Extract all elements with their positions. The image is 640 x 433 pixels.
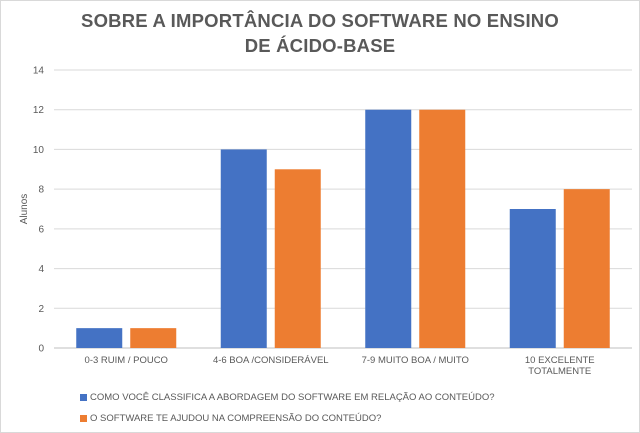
bar-series-2-2 (274, 169, 321, 348)
bar-series-1-3 (365, 109, 412, 348)
bar-series-2-1 (130, 328, 177, 348)
legend-swatch-series-1 (80, 394, 87, 401)
x-tick-label: 4-6 BOA /CONSIDERÁVEL (213, 355, 329, 366)
y-tick-label: 8 (38, 185, 44, 196)
chart-title-line-2: DE ÁCIDO-BASE (244, 35, 396, 56)
legend-item-series-1: COMO VOCÊ CLASSIFICA A ABORDAGEM DO SOFT… (80, 387, 495, 408)
y-axis-title: Alunos (19, 194, 30, 225)
chart-title-line-1: SOBRE A IMPORTÂNCIA DO SOFTWARE NO ENSIN… (81, 10, 559, 31)
y-tick-label: 4 (38, 264, 44, 275)
bar-series-2-4 (563, 189, 610, 348)
legend-label-series-1: COMO VOCÊ CLASSIFICA A ABORDAGEM DO SOFT… (90, 392, 495, 403)
legend-swatch-series-2 (80, 415, 87, 422)
x-tick-label: 10 EXCELENTE (525, 355, 595, 366)
legend-label-series-2: O SOFTWARE TE AJUDOU NA COMPREENSÃO DO C… (90, 413, 382, 424)
bar-series-2-3 (419, 109, 466, 348)
bar-series-1-2 (220, 149, 267, 348)
bar-series-1-1 (76, 328, 123, 348)
y-tick-label: 6 (38, 224, 44, 235)
bar-series-1-4 (509, 209, 556, 348)
chart-title: SOBRE A IMPORTÂNCIA DO SOFTWARE NO ENSIN… (40, 8, 600, 58)
y-tick-label: 14 (33, 66, 45, 77)
legend-item-series-2: O SOFTWARE TE AJUDOU NA COMPREENSÃO DO C… (80, 408, 495, 429)
x-tick-label: 7-9 MUITO BOA / MUITO (362, 355, 469, 366)
chart-legend: COMO VOCÊ CLASSIFICA A ABORDAGEM DO SOFT… (80, 387, 495, 429)
y-tick-label: 2 (38, 304, 44, 315)
y-tick-label: 10 (33, 145, 45, 156)
y-tick-label: 12 (33, 105, 45, 116)
y-tick-label: 0 (38, 344, 44, 355)
x-tick-label: TOTALMENTE (528, 366, 591, 377)
x-tick-label: 0-3 RUIM / POUCO (85, 355, 168, 366)
